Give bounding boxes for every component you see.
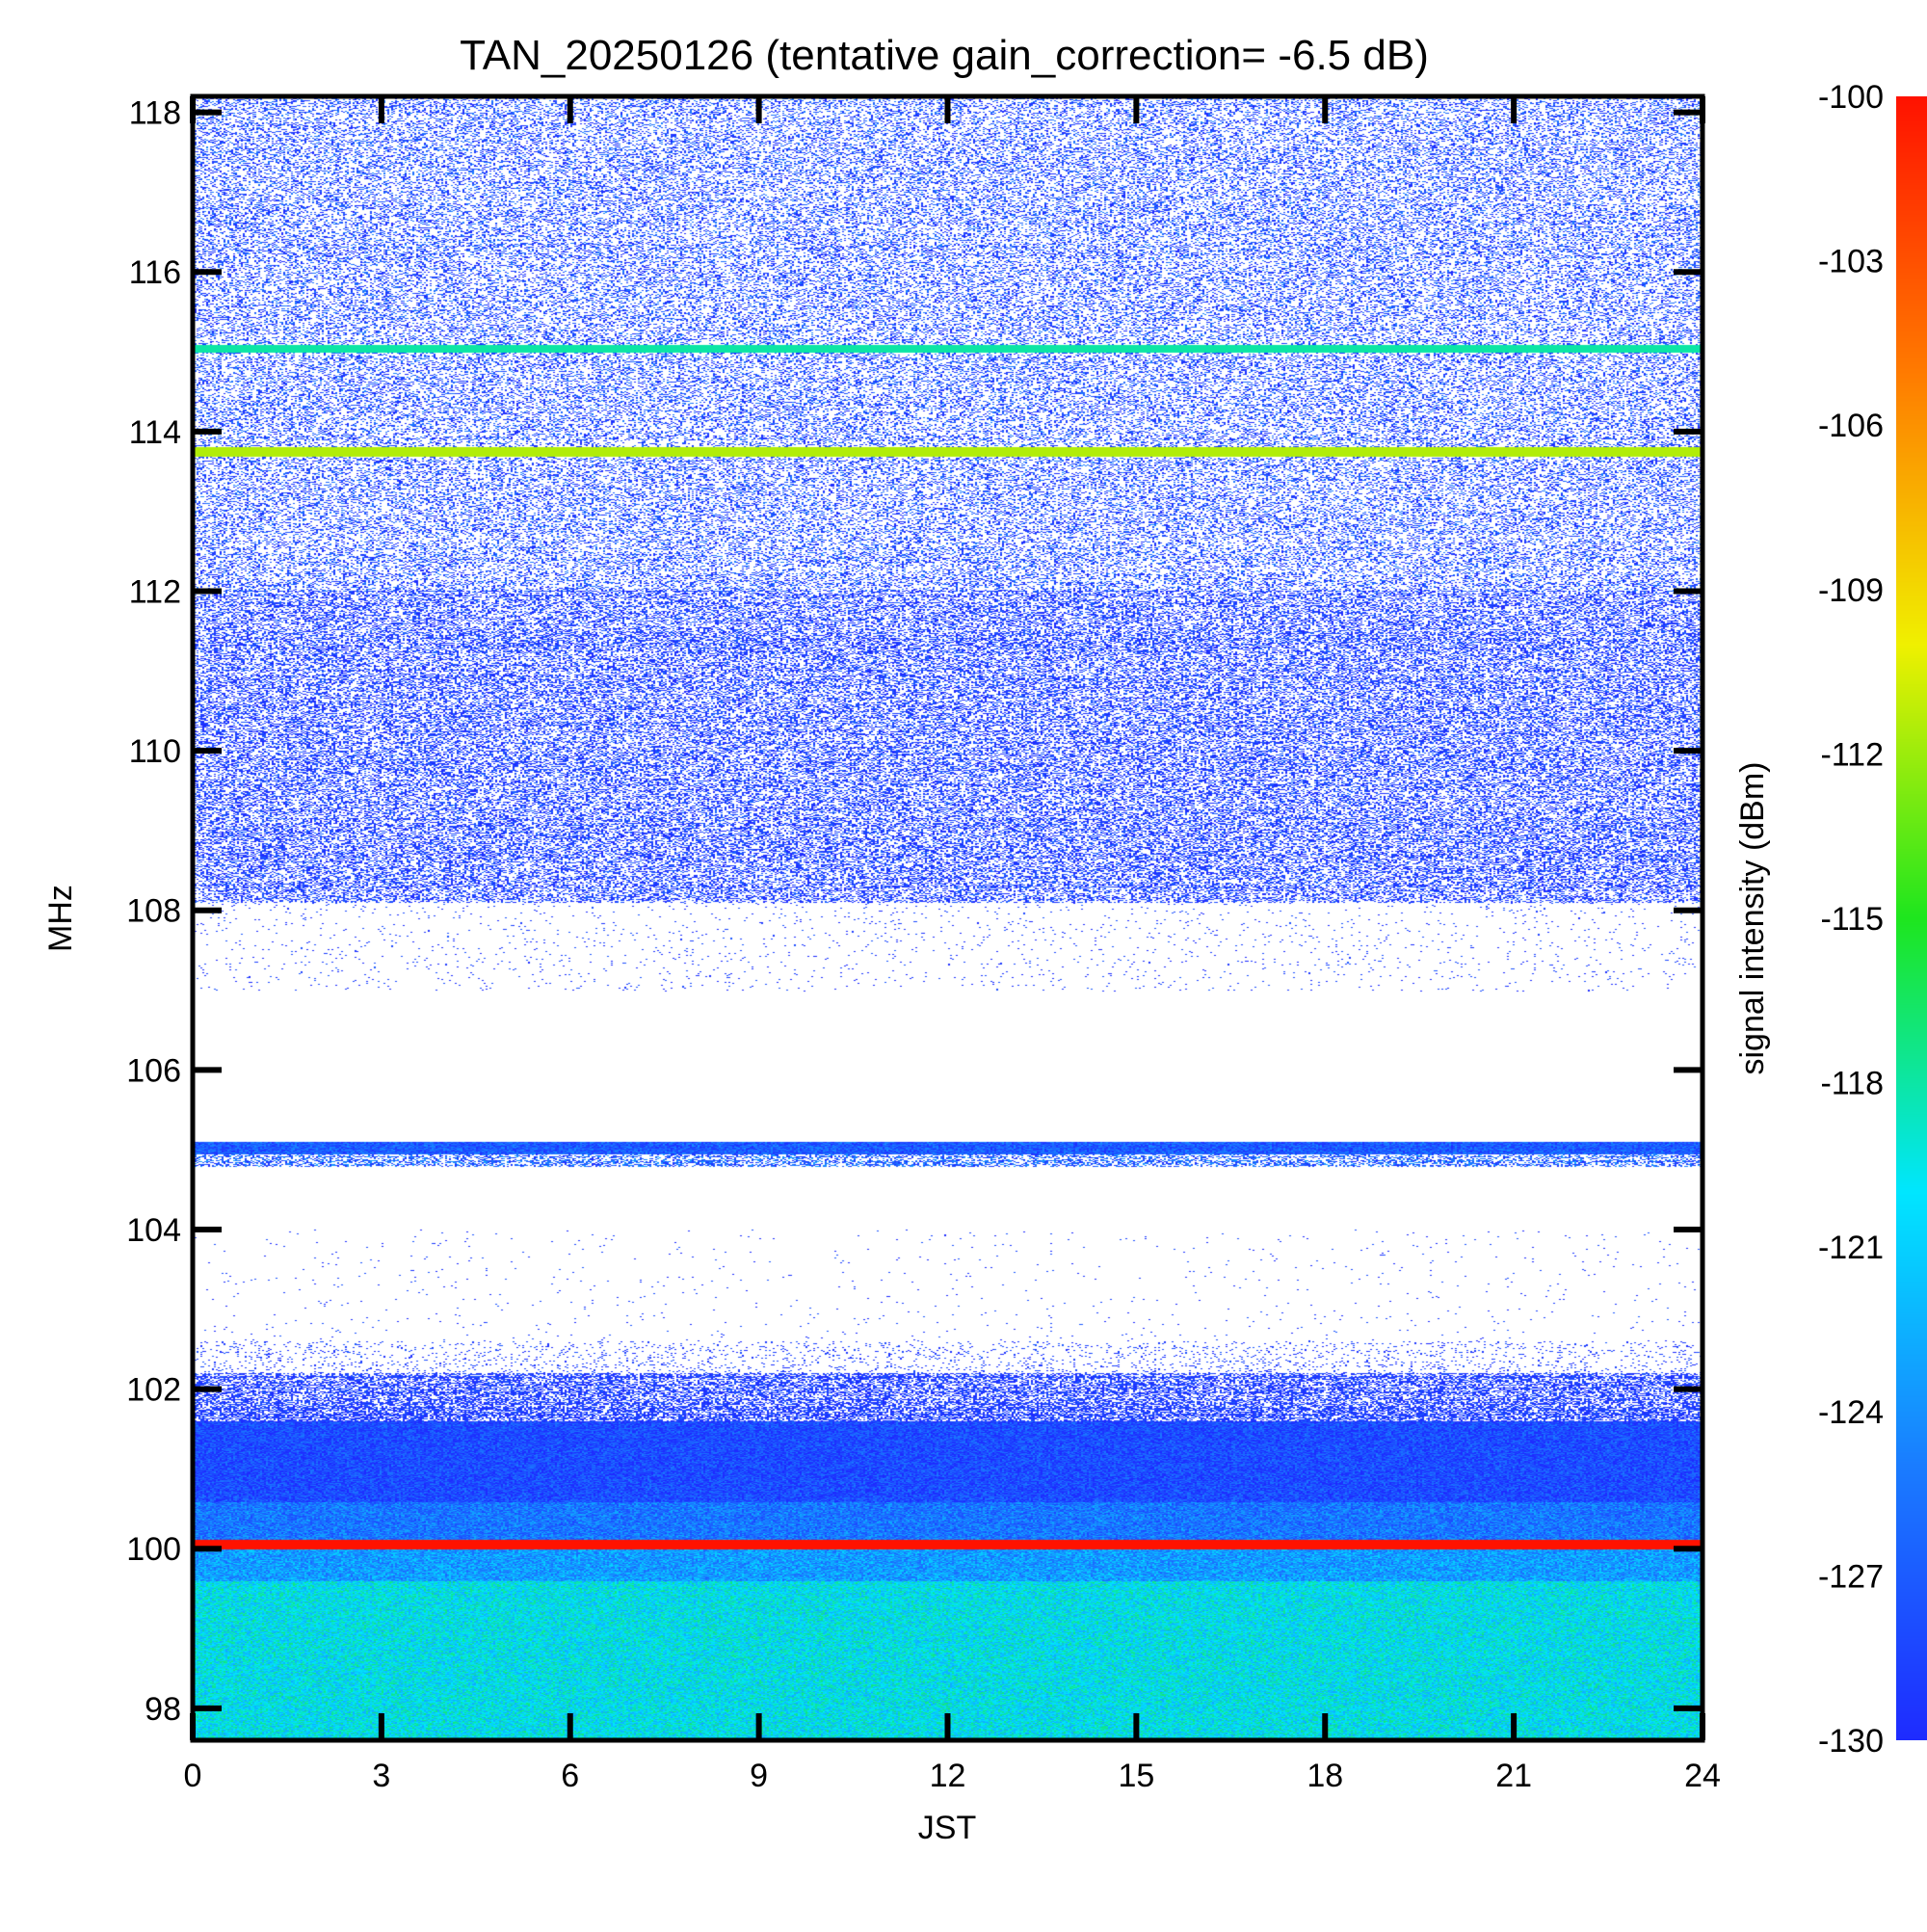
y-tick-label: 104 <box>126 1212 181 1249</box>
y-tick-label: 116 <box>129 254 181 291</box>
x-tick-label: 9 <box>750 1758 768 1794</box>
heatmap-area <box>193 96 1703 1740</box>
colorbar-tick-label: -103 <box>1818 244 1884 280</box>
y-tick-label: 112 <box>129 573 181 610</box>
x-tick-label: 21 <box>1495 1758 1532 1794</box>
y-tick-label: 100 <box>126 1531 181 1568</box>
x-axis-label: JST <box>918 1810 976 1846</box>
y-axis-label: MHz <box>42 885 79 952</box>
x-tick-label: 18 <box>1307 1758 1343 1794</box>
colorbar-tick-label: -124 <box>1818 1394 1884 1431</box>
x-tick-label: 6 <box>561 1758 579 1794</box>
colorbar-ticks: -100 -103 -106 -109 -112 -115 -118 -121 -124 -127… <box>1818 79 1884 1760</box>
y-tick-label: 98 <box>145 1691 181 1728</box>
colorbar-tick-label: -127 <box>1818 1558 1884 1595</box>
colorbar-tick-label: -121 <box>1818 1230 1884 1266</box>
x-tick-label: 12 <box>930 1758 966 1794</box>
colorbar-tick-label: -112 <box>1820 736 1884 773</box>
x-tick-label: 3 <box>372 1758 390 1794</box>
y-tick-label: 106 <box>126 1052 181 1089</box>
y-tick-label: 102 <box>126 1372 181 1409</box>
y-tick-label: 110 <box>129 733 181 770</box>
y-tick-label: 118 <box>129 95 181 132</box>
colorbar-label: signal intensity (dBm) <box>1734 761 1771 1074</box>
colorbar-tick-label: -115 <box>1820 901 1884 938</box>
x-tick-label: 0 <box>184 1758 202 1794</box>
y-tick-label: 108 <box>126 893 181 930</box>
colorbar-tick-label: -109 <box>1818 572 1884 609</box>
x-tick-label: 15 <box>1118 1758 1154 1794</box>
axis-layer: 0 3 6 9 12 15 18 21 24 98 100 102 104 106 108 110 112 114… <box>126 93 1721 1794</box>
chart-title: TAN_20250126 (tentative gain_correction=… <box>460 32 1429 79</box>
colorbar-tick-label: -100 <box>1818 79 1884 116</box>
colorbar-tick-label: -118 <box>1820 1066 1884 1102</box>
colorbar-tick-label: -106 <box>1818 408 1884 444</box>
y-tick-label: 114 <box>129 414 181 451</box>
x-tick-label: 24 <box>1684 1758 1721 1794</box>
colorbar-tick-label: -130 <box>1818 1723 1884 1760</box>
colorbar <box>1896 96 1927 1740</box>
